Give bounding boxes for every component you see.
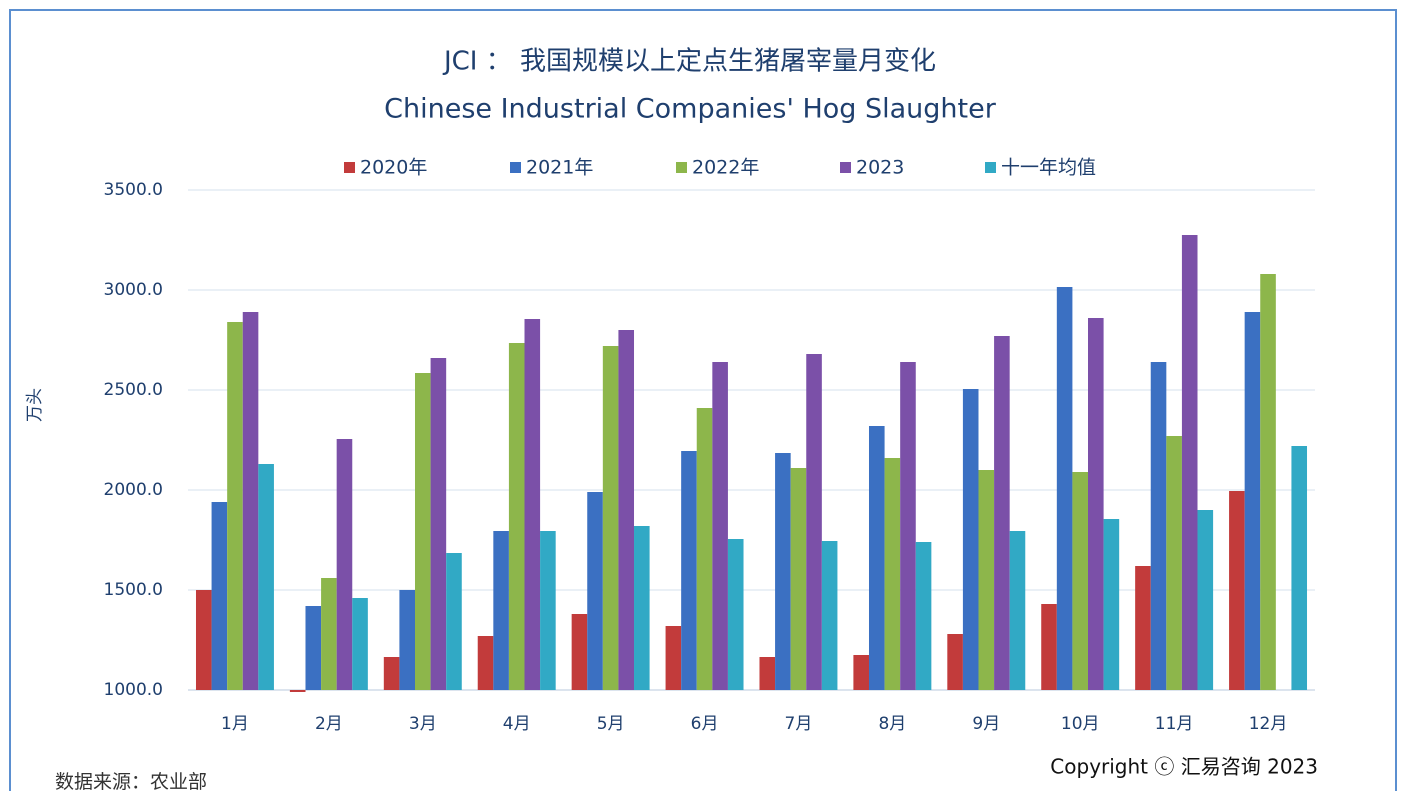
y-tick-label: 3500.0	[104, 180, 163, 200]
y-tick-label: 1000.0	[104, 680, 163, 700]
x-tick-label: 6月	[691, 714, 719, 734]
bar	[242, 312, 259, 690]
bar	[289, 690, 306, 692]
bar	[430, 358, 447, 690]
bar	[383, 657, 400, 690]
bar	[524, 319, 541, 690]
bar	[759, 657, 776, 690]
bar	[884, 458, 901, 690]
legend-swatch	[510, 162, 521, 173]
x-tick-label: 10月	[1061, 714, 1100, 734]
bar	[211, 502, 228, 690]
copyright: Copyright ⓒ 汇易咨询 2023	[1050, 755, 1318, 779]
x-tick-label: 1月	[221, 714, 249, 734]
bar	[587, 492, 603, 690]
bar	[696, 408, 713, 690]
bar	[1197, 510, 1214, 690]
bar	[1103, 519, 1120, 690]
x-tick-label: 8月	[878, 714, 906, 734]
bar	[665, 626, 682, 690]
legend-swatch	[985, 162, 996, 173]
bar	[399, 590, 415, 690]
y-axis-label: 万头	[25, 388, 45, 422]
bar	[1229, 491, 1245, 690]
x-tick-label: 2月	[315, 714, 343, 734]
bar	[477, 636, 494, 690]
bar	[947, 634, 963, 690]
x-tick-label: 9月	[972, 714, 1000, 734]
bar	[540, 531, 556, 690]
bar	[978, 470, 995, 690]
bar	[1135, 566, 1151, 690]
bar	[195, 590, 212, 690]
bar	[1260, 274, 1276, 690]
bar	[1291, 446, 1308, 690]
y-tick-label: 2000.0	[104, 480, 163, 500]
bar	[790, 468, 807, 690]
bar	[868, 426, 885, 690]
bar	[258, 464, 274, 690]
bar	[336, 439, 353, 690]
bar	[634, 526, 650, 690]
bar	[681, 451, 697, 690]
x-tick-label: 12月	[1249, 714, 1288, 734]
legend-swatch	[676, 162, 687, 173]
x-tick-label: 3月	[409, 714, 437, 734]
chart-subtitle: Chinese Industrial Companies' Hog Slaugh…	[384, 94, 997, 125]
chart-title: JCI ： 我国规模以上定点生猪屠宰量月变化	[442, 47, 936, 77]
bar	[712, 362, 728, 690]
y-tick-label: 1500.0	[104, 580, 163, 600]
bar	[1181, 235, 1198, 690]
bar	[227, 322, 243, 690]
bar	[806, 354, 822, 690]
bar	[775, 453, 791, 690]
y-tick-label: 3000.0	[104, 280, 163, 300]
x-tick-label: 4月	[503, 714, 531, 734]
bar	[727, 539, 744, 690]
legend-label: 2020年	[360, 157, 427, 179]
bar	[900, 362, 916, 690]
bar	[1041, 604, 1057, 690]
bar	[1009, 531, 1026, 690]
x-tick-label: 11月	[1155, 714, 1194, 734]
bar	[821, 541, 838, 690]
bar	[1056, 287, 1073, 690]
legend-label: 2021年	[526, 157, 593, 179]
bar	[493, 531, 509, 690]
bar	[1166, 436, 1182, 690]
legend-label: 2022年	[692, 157, 759, 179]
bar	[602, 346, 619, 690]
bar	[962, 389, 979, 690]
bar	[305, 606, 322, 690]
x-tick-label: 7月	[785, 714, 813, 734]
legend-swatch	[840, 162, 851, 173]
bar	[571, 614, 588, 690]
x-tick-label: 5月	[597, 714, 625, 734]
legend-swatch	[344, 162, 355, 173]
bar	[994, 336, 1010, 690]
bar	[321, 578, 337, 690]
bar	[1072, 472, 1089, 690]
bar	[414, 373, 431, 690]
legend-label: 2023	[856, 157, 904, 179]
bar	[853, 655, 869, 690]
bar	[1150, 362, 1167, 690]
bar	[352, 598, 368, 690]
legend-label: 十一年均值	[1001, 157, 1096, 179]
bar	[1244, 312, 1261, 690]
bar	[1088, 318, 1104, 690]
bar	[446, 553, 462, 690]
bar	[508, 343, 525, 690]
source: 数据来源：农业部	[55, 771, 207, 791]
y-tick-label: 2500.0	[104, 380, 163, 400]
bar	[915, 542, 932, 690]
bar	[618, 330, 635, 690]
